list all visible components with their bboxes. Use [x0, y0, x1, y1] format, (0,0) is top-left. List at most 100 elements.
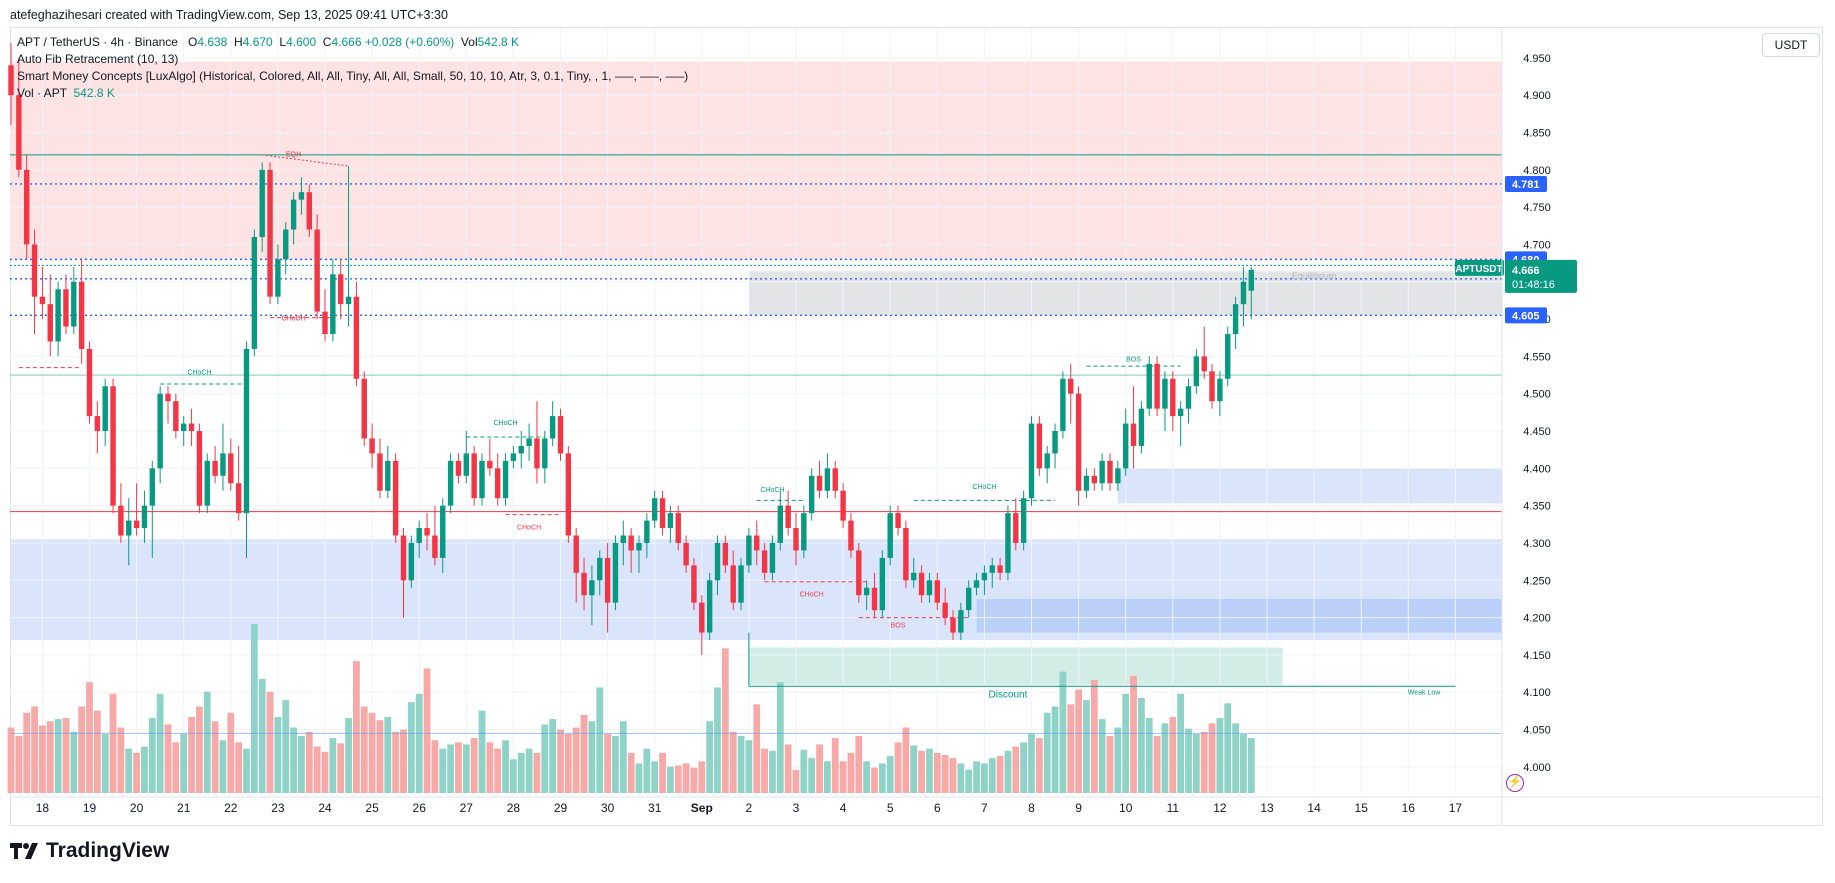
candle-body [1201, 356, 1207, 372]
lightning-icon[interactable]: ⚡ [1506, 774, 1524, 792]
x-tick-label: 23 [271, 801, 285, 815]
candle-body [330, 274, 336, 334]
candle-body [542, 438, 548, 469]
candle-body [918, 572, 925, 596]
volume-bar [54, 719, 62, 793]
ohlc-legend: APT / TetherUS · 4h · Binance O4.638 H4.… [17, 35, 519, 49]
volume-bar [831, 738, 839, 793]
current-price-bg [1505, 259, 1577, 293]
volume-bar [376, 720, 384, 793]
volume-bar [690, 767, 698, 793]
indicator-volume[interactable]: Vol · APT 542.8 K [17, 86, 115, 100]
candle-body [314, 229, 320, 312]
candle-body [926, 580, 933, 596]
candle-body [950, 617, 956, 633]
volume-bar [141, 746, 148, 793]
volume-bar [1216, 718, 1224, 793]
volume-bar [78, 706, 86, 793]
x-tick-label: 24 [318, 801, 332, 815]
volume-bar [415, 693, 423, 793]
candle-body [338, 274, 344, 305]
volume-bar [878, 763, 886, 793]
candle-body [424, 528, 430, 536]
candle-body [1075, 393, 1082, 491]
volume-bar [243, 748, 250, 793]
volume-bar [729, 731, 737, 793]
candle-body [1052, 431, 1058, 454]
volume-bar [1035, 738, 1043, 793]
y-tick-label: 4.250 [1523, 575, 1551, 587]
candle-body [785, 505, 791, 529]
candle-body [1154, 363, 1160, 409]
volume-bar [1075, 689, 1082, 793]
candle-body [94, 416, 101, 432]
candle-body [283, 229, 289, 260]
volume-bar [525, 748, 533, 793]
candle-body [1099, 460, 1105, 484]
y-tick-label: 4.850 [1523, 127, 1551, 139]
volume-bar [1067, 704, 1075, 793]
candle-body [353, 296, 360, 379]
high-value: 4.670 [242, 35, 273, 49]
volume-bar [761, 748, 768, 793]
volume-bar [353, 661, 360, 793]
tv-logo-icon [10, 843, 38, 859]
x-tick-label: 11 [1167, 801, 1180, 815]
candle-body [581, 572, 587, 596]
candle-body [16, 95, 22, 170]
currency-unit-button[interactable]: USDT [1762, 33, 1820, 57]
candle-body [1044, 453, 1050, 469]
candle-body [589, 580, 595, 596]
structure-label: BOS [891, 622, 906, 629]
price-tag-bg [1505, 175, 1547, 192]
volume-bar [541, 724, 549, 793]
annotations-layer: EQH CHoCH CHoCH CHoCH CHoCH CHoCH CHoCH BOS CHoC… [187, 151, 1441, 700]
volume-bar [1020, 742, 1028, 793]
volume-bar [855, 736, 863, 793]
x-tick-label: 21 [177, 801, 191, 815]
price-tag-value: 4.605 [1512, 310, 1540, 322]
candle-body [1068, 378, 1074, 394]
premium-zone [10, 61, 1502, 260]
structure-label: CHoCH [282, 316, 306, 323]
candle-body [322, 311, 328, 334]
candle-body [706, 580, 713, 633]
x-tick-label: 29 [554, 801, 568, 815]
volume-bar [973, 761, 980, 793]
candle-body [518, 445, 524, 454]
volume-bar [596, 687, 604, 793]
candle-body [55, 289, 61, 342]
volume-bar [46, 721, 54, 793]
candle-body [361, 378, 367, 439]
volume-bar [1192, 733, 1200, 793]
candle-body [110, 386, 116, 506]
y-tick-label: 4.750 [1523, 202, 1551, 214]
volume-bar [203, 691, 211, 793]
candle-body [895, 513, 901, 529]
indicator-smc[interactable]: Smart Money Concepts [LuxAlgo] (Historic… [17, 69, 689, 83]
volume-bar [70, 731, 78, 793]
volume-bar [549, 719, 557, 793]
candle-body [1170, 378, 1176, 417]
volume-bar [769, 750, 776, 793]
chart-frame[interactable] [10, 27, 1823, 826]
lines-layer [10, 154, 1502, 734]
candle-body [911, 572, 917, 581]
symbol-name[interactable]: APT / TetherUS · 4h · Binance [17, 35, 178, 49]
candles-layer [8, 42, 1254, 655]
volume-bar [619, 721, 627, 793]
candle-body [400, 535, 407, 581]
volume-bar [172, 742, 180, 793]
candle-body [440, 505, 446, 558]
candle-body [1146, 363, 1152, 409]
tradingview-logo[interactable]: TradingView [10, 839, 169, 863]
volume-bar [1114, 727, 1122, 793]
discount-zone [748, 647, 1283, 685]
volume-bar [706, 721, 714, 793]
x-tick-label: 28 [507, 801, 521, 815]
indicator-fib[interactable]: Auto Fib Retracement (10, 13) [17, 52, 179, 66]
volume-bar [407, 702, 415, 793]
volume-bar [188, 717, 195, 793]
volume-bar [910, 745, 918, 793]
